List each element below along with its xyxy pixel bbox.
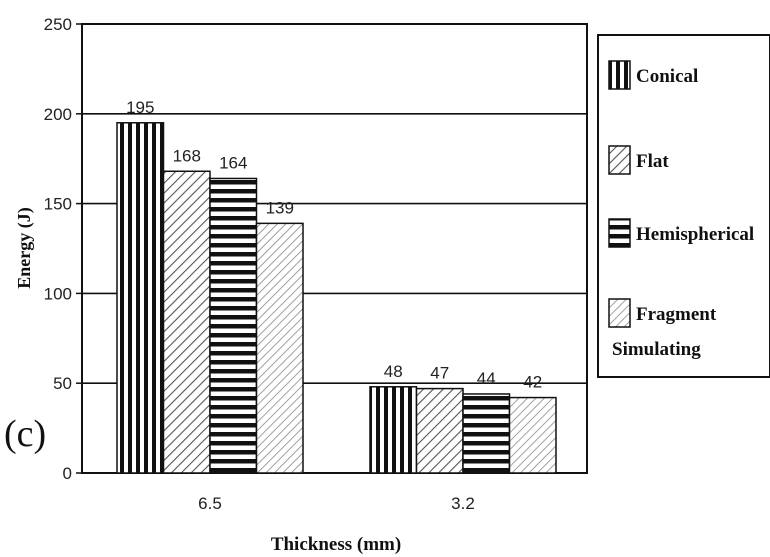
data-label: 44 <box>477 369 496 388</box>
y-tick-label: 100 <box>44 284 72 303</box>
x-tick-label: 6.5 <box>198 494 222 513</box>
bar-flat-6_5 <box>162 170 211 474</box>
panel-label: (c) <box>4 413 46 455</box>
y-tick-label: 250 <box>44 15 72 34</box>
y-tick-label: 150 <box>44 195 72 214</box>
y-tick-label: 200 <box>44 105 72 124</box>
legend-swatch <box>608 298 631 328</box>
bar-flat-3_2 <box>415 387 464 474</box>
legend-label: Simulating <box>612 339 701 360</box>
data-label: 195 <box>126 98 154 117</box>
legend-label: Flat <box>636 151 669 172</box>
legend-swatch <box>608 145 631 175</box>
bar-conical-6_5 <box>116 122 165 474</box>
bar-fragment-simulating-3_2 <box>508 396 557 474</box>
bar-hemispherical-3_2 <box>462 393 511 474</box>
data-label: 48 <box>384 362 403 381</box>
data-label: 42 <box>523 373 542 392</box>
plot-area <box>81 23 588 474</box>
legend-swatch <box>608 218 631 248</box>
x-tick-label: 3.2 <box>451 494 475 513</box>
legend-label: Hemispherical <box>636 224 754 245</box>
bar-hemispherical-6_5 <box>209 177 258 474</box>
bar-conical-3_2 <box>369 386 418 474</box>
data-label: 164 <box>219 153 247 172</box>
data-label: 139 <box>266 198 294 217</box>
bar-fragment-simulating-6_5 <box>255 222 304 474</box>
x-axis-title: Thickness (mm) <box>271 534 401 555</box>
y-tick-label: 50 <box>53 374 72 393</box>
legend-label: Fragment <box>636 304 717 325</box>
y-axis-title: Energy (J) <box>14 207 35 288</box>
y-tick-label: 0 <box>63 464 72 483</box>
legend-label: Conical <box>636 66 698 87</box>
data-label: 47 <box>430 364 449 383</box>
data-label: 168 <box>173 146 201 165</box>
legend-swatch <box>608 60 631 90</box>
